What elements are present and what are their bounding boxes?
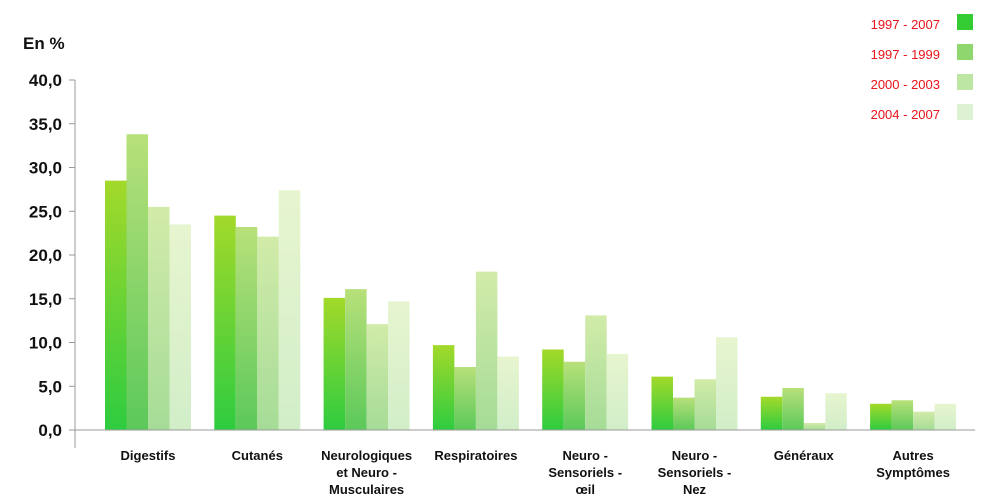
x-axis: Digestifs Cutanés Neurologiques et Neuro -M… [75,429,975,497]
legend-label: 2000 - 2003 [871,77,940,92]
bar [345,289,367,430]
bar [934,403,957,430]
legend-label: 1997 - 2007 [871,17,940,32]
x-category-label: Neuro -Sensoriels -Nez [658,448,732,496]
bar [454,367,476,430]
x-category-label: Neuro -Sensoriels -œil [548,448,622,496]
y-tick-label: 40,0 [29,71,62,90]
bar [105,180,127,430]
bar [782,388,804,430]
bar [323,297,346,430]
y-tick-label: 0,0 [38,421,62,440]
bar [169,224,191,430]
bar [542,349,564,430]
bars-group [105,134,957,430]
bar [214,215,236,430]
bar [257,236,279,430]
bar [366,324,389,430]
bar [694,379,716,430]
y-tick-label: 30,0 [29,159,62,178]
bar [497,356,519,430]
y-tick-label: 35,0 [29,115,62,134]
bar [563,361,586,430]
x-category-label: Digestifs [121,448,176,463]
legend-swatch [957,44,973,60]
bar [475,271,498,430]
x-category-label: Généraux [774,448,835,463]
bar [651,376,673,430]
bar [716,337,738,430]
bar [126,134,148,430]
legend-label: 2004 - 2007 [871,107,940,122]
bar [891,400,914,430]
bar [870,403,892,430]
x-category-label: Neurologiques et Neuro -Musculaires [321,448,412,496]
legend-label: 1997 - 1999 [871,47,940,62]
legend-swatch [957,74,973,90]
y-tick-label: 20,0 [29,246,62,265]
legend-swatch [957,104,973,120]
legend-swatch [957,14,973,30]
bar [585,315,607,430]
x-category-label: Autres Symptômes [876,448,950,480]
x-category-label: Respiratoires [434,448,517,463]
y-tick-label: 25,0 [29,202,62,221]
x-category-label: Cutanés [232,448,283,463]
bar [278,190,301,430]
bar [825,393,847,430]
legend: 1997 - 2007 1997 - 1999 2000 - 2003 2004 - … [871,14,973,122]
y-tick-label: 5,0 [38,377,62,396]
bar [388,301,410,430]
bar [148,206,170,430]
y-axis: 0,0 5,0 10,0 15,0 20,0 25,0 30,0 35,0 40,0 [29,71,76,448]
bar [803,423,826,430]
bar [606,353,629,430]
y-tick-label: 10,0 [29,334,62,353]
bar [673,397,695,430]
bar [913,411,935,430]
bar [760,396,783,430]
y-tick-label: 15,0 [29,290,62,309]
bar [235,227,258,430]
y-axis-title: En % [23,34,65,53]
bar [432,345,455,430]
